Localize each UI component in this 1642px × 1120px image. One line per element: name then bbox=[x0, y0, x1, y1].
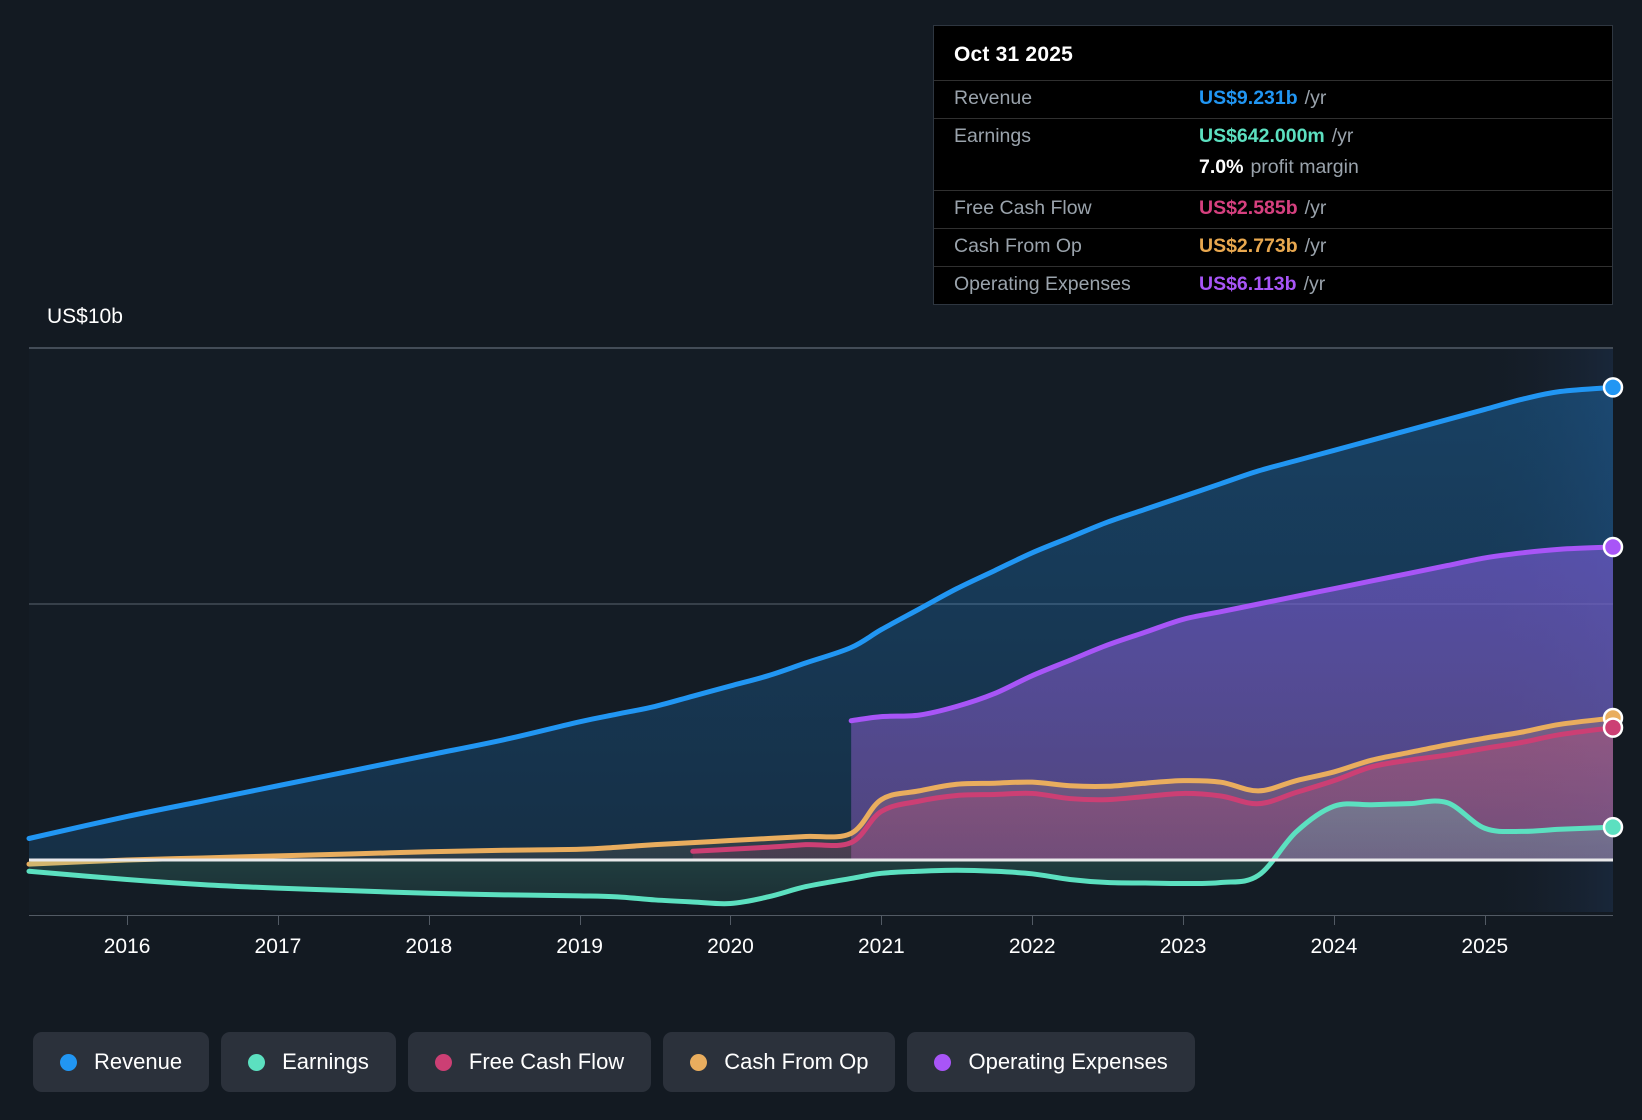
tooltip-row-profit-margin: 7.0% profit margin bbox=[934, 156, 1612, 190]
x-axis-label-2018: 2018 bbox=[405, 935, 453, 958]
chart-legend: Revenue Earnings Free Cash Flow Cash Fro… bbox=[33, 1032, 1195, 1092]
series-line-operating-expenses bbox=[848, 544, 1616, 724]
x-axis-label-2025: 2025 bbox=[1461, 935, 1509, 958]
tooltip-unit-free-cash-flow: /yr bbox=[1304, 197, 1327, 219]
series-line-revenue bbox=[26, 384, 1616, 841]
tooltip-row-revenue: Revenue US$9.231b /yr bbox=[934, 80, 1612, 118]
tooltip-value-free-cash-flow: US$2.585b bbox=[1199, 197, 1298, 219]
x-axis-tick-2018 bbox=[428, 915, 430, 925]
tooltip-row-free-cash-flow: Free Cash Flow US$2.585b /yr bbox=[934, 190, 1612, 228]
end-marker-operating-expenses bbox=[1602, 536, 1624, 558]
x-axis-tick-2022 bbox=[1032, 915, 1034, 925]
legend-dot-free-cash-flow-icon bbox=[434, 1053, 452, 1071]
legend-item-earnings[interactable]: Earnings bbox=[221, 1032, 396, 1092]
x-axis-tick-2024 bbox=[1333, 915, 1335, 925]
tooltip-text-profit-margin: profit margin bbox=[1250, 156, 1359, 178]
x-axis-label-2023: 2023 bbox=[1159, 935, 1207, 958]
x-axis-tick-2023 bbox=[1183, 915, 1185, 925]
series-area-earnings bbox=[29, 800, 1613, 904]
tooltip-value-cash-from-op: US$2.773b bbox=[1199, 235, 1298, 257]
x-axis-label-2024: 2024 bbox=[1310, 935, 1358, 958]
legend-dot-revenue-icon bbox=[60, 1053, 77, 1071]
x-axis-tick-2017 bbox=[277, 915, 279, 925]
end-point-markers bbox=[1602, 377, 1624, 838]
end-marker-revenue bbox=[1602, 377, 1624, 398]
series-line-earnings bbox=[26, 798, 1616, 907]
legend-label-free-cash-flow: Free Cash Flow bbox=[468, 1049, 625, 1074]
legend-item-cash-from-op[interactable]: Cash From Op bbox=[663, 1032, 896, 1092]
y-axis-label-top: US$10b bbox=[47, 305, 123, 328]
tooltip-row-earnings: Earnings US$642.000m /yr bbox=[934, 118, 1612, 156]
x-axis: 2016 2017 2018 2019 2020 2021 2022 2023 2024 2025 bbox=[0, 915, 1642, 970]
tooltip-label-operating-expenses: Operating Expenses bbox=[954, 273, 1131, 295]
tooltip-label-earnings: Earnings bbox=[954, 125, 1031, 147]
x-axis-line bbox=[29, 915, 1613, 916]
data-tooltip-panel: Oct 31 2025 Revenue US$9.231b /yr Earnin… bbox=[933, 25, 1613, 305]
series-line-free-cash-flow bbox=[690, 725, 1616, 854]
tooltip-row-cash-from-op: Cash From Op US$2.773b /yr bbox=[934, 228, 1612, 266]
legend-dot-earnings-icon bbox=[248, 1053, 266, 1071]
series-layer bbox=[26, 384, 1616, 907]
legend-item-free-cash-flow[interactable]: Free Cash Flow bbox=[407, 1032, 652, 1092]
tooltip-label-cash-from-op: Cash From Op bbox=[954, 235, 1082, 257]
legend-label-revenue: Revenue bbox=[94, 1049, 183, 1074]
tooltip-unit-revenue: /yr bbox=[1304, 87, 1327, 109]
x-axis-tick-2021 bbox=[881, 915, 883, 925]
legend-label-operating-expenses: Operating Expenses bbox=[968, 1049, 1168, 1074]
end-marker-earnings bbox=[1602, 816, 1624, 838]
chart-canvas bbox=[26, 347, 1624, 912]
x-axis-label-2020: 2020 bbox=[707, 935, 754, 958]
legend-item-revenue[interactable]: Revenue bbox=[33, 1032, 210, 1092]
end-marker-free-cash-flow bbox=[1602, 717, 1624, 738]
legend-label-cash-from-op: Cash From Op bbox=[724, 1049, 869, 1074]
tooltip-value-operating-expenses: US$6.113b bbox=[1199, 273, 1297, 295]
tooltip-date: Oct 31 2025 bbox=[954, 43, 1073, 66]
x-axis-tick-2019 bbox=[579, 915, 581, 925]
x-axis-label-2017: 2017 bbox=[254, 935, 302, 958]
x-axis-label-2022: 2022 bbox=[1008, 935, 1056, 958]
tooltip-value-profit-margin: 7.0% bbox=[1199, 156, 1244, 178]
financials-area-chart bbox=[0, 300, 1642, 960]
legend-item-operating-expenses[interactable]: Operating Expenses bbox=[907, 1032, 1195, 1092]
x-axis-tick-2025 bbox=[1484, 915, 1486, 925]
series-line-cash-from-op bbox=[26, 715, 1616, 867]
tooltip-label-free-cash-flow: Free Cash Flow bbox=[954, 197, 1092, 219]
legend-dot-cash-from-op-icon bbox=[690, 1053, 708, 1071]
tooltip-unit-operating-expenses: /yr bbox=[1303, 273, 1326, 295]
x-axis-tick-2016 bbox=[127, 915, 129, 925]
x-axis-label-2019: 2019 bbox=[556, 935, 603, 958]
tooltip-unit-cash-from-op: /yr bbox=[1304, 235, 1327, 257]
tooltip-unit-earnings: /yr bbox=[1331, 125, 1354, 147]
tooltip-value-earnings: US$642.000m bbox=[1199, 125, 1325, 147]
tooltip-row-operating-expenses: Operating Expenses US$6.113b /yr bbox=[934, 266, 1612, 304]
tooltip-label-revenue: Revenue bbox=[954, 87, 1033, 109]
tooltip-value-revenue: US$9.231b bbox=[1199, 87, 1298, 109]
legend-dot-operating-expenses-icon bbox=[934, 1053, 952, 1071]
x-axis-tick-2020 bbox=[730, 915, 732, 925]
x-axis-label-2016: 2016 bbox=[103, 935, 151, 958]
legend-label-earnings: Earnings bbox=[282, 1049, 369, 1074]
x-axis-label-2021: 2021 bbox=[857, 935, 905, 958]
